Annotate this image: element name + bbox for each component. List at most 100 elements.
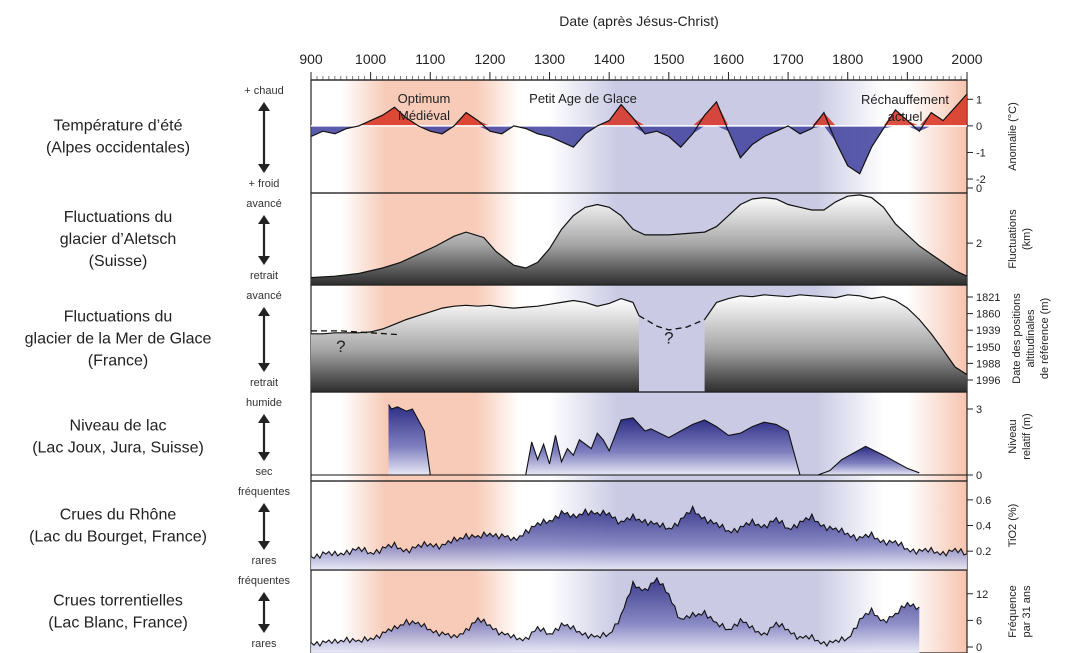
- indicator-top-indicator: + chaud: [244, 85, 283, 97]
- panel-rhone: Crues du Rhône (Lac du Bourget, France) fr…: [29, 480, 1019, 571]
- y-tick-label: 0.4: [976, 521, 991, 533]
- x-tick-label: 2000: [951, 51, 982, 67]
- indicator-top-indicator: fréquentes: [238, 575, 290, 587]
- axis-label: (km): [1021, 228, 1033, 250]
- lake-level-area: [525, 417, 801, 475]
- panel-merdeglace: Fluctuations du glacier de la Mer de Glac…: [25, 284, 1051, 393]
- x-tick-label: 1000: [355, 51, 386, 67]
- aletsch-area: [311, 194, 967, 285]
- y-tick-label: 0: [976, 183, 982, 195]
- panel-label-line: Crues du Rhône: [60, 507, 177, 524]
- indicator-top-indicator: humide: [246, 397, 282, 409]
- indicator-arrow-up: [258, 215, 270, 224]
- uncertain-segment: [311, 330, 401, 336]
- lake-level-area: [388, 404, 431, 475]
- x-tick-label: 1100: [415, 51, 445, 67]
- merdeglace-area: [704, 294, 967, 392]
- y-tick-label: 1860: [976, 309, 1000, 321]
- panel-label-line: Fluctuations du: [64, 309, 173, 326]
- y-tick-label: 0.2: [976, 546, 991, 558]
- period-labels: Optimum Médiéval Petit Age de Glace Réchauf…: [398, 91, 950, 124]
- indicator-arrow-down: [258, 256, 270, 265]
- panel-temperature: Température d’été (Alpes occidentales) + c…: [46, 79, 1019, 194]
- indicator-bottom-indicator: retrait: [250, 377, 278, 389]
- temperature-line: [310, 93, 968, 175]
- x-tick-label: 1400: [594, 51, 625, 67]
- indicator-arrow-down: [258, 624, 270, 633]
- lake-level-line: [525, 417, 801, 476]
- x-axis: 900 1000 1100 1200 1300 1400 1500 1600 1700 1800 1…: [299, 51, 983, 81]
- y-tick-label: -2: [976, 174, 986, 186]
- y-tick-label: 12: [976, 589, 988, 601]
- panel-label-line: glacier d’Aletsch: [60, 231, 177, 248]
- chart-title: Date (après Jésus-Christ): [559, 13, 719, 29]
- y-tick-label: 1821: [976, 292, 1000, 304]
- panel-label-line: (Lac Joux, Jura, Suisse): [32, 440, 204, 457]
- lake-level-area: [817, 446, 920, 475]
- y-tick-label: 1939: [976, 325, 1000, 337]
- lake-level-line: [817, 445, 920, 476]
- y-tick-label: 0.6: [976, 495, 991, 507]
- y-tick-label: 2: [976, 238, 982, 250]
- panel-label-line: Fluctuations du: [64, 209, 173, 226]
- indicator-arrow-up: [258, 102, 270, 111]
- y-tick-label: 1996: [976, 375, 1000, 387]
- panel-label-line: (Suisse): [89, 253, 148, 270]
- indicator-bottom-indicator: sec: [255, 466, 273, 478]
- indicator-arrow-up: [258, 503, 270, 512]
- indicator-arrow-down: [258, 164, 270, 173]
- axis-label: Fréquence: [1007, 585, 1019, 638]
- period-label: Petit Age de Glace: [529, 91, 637, 106]
- merdeglace-line: [704, 294, 968, 376]
- x-tick-label: 1900: [892, 51, 923, 67]
- axis-label: par 31 ans: [1021, 585, 1033, 637]
- period-label: Optimum: [398, 91, 451, 106]
- panel-label-line: (Alpes occidentales): [46, 140, 190, 157]
- panel-label-line: (France): [88, 353, 148, 370]
- uncertain-segment: [638, 315, 705, 331]
- axis-label: relatif (m): [1021, 413, 1033, 459]
- indicator-top-indicator: avancé: [246, 198, 281, 210]
- axis-label: Date des positions: [1011, 293, 1023, 384]
- panel-label-line: (Lac du Bourget, France): [29, 529, 207, 546]
- y-tick-label: 0: [976, 121, 982, 133]
- panel-label-line: Température d’été: [54, 118, 183, 135]
- x-tick-label: 900: [299, 51, 323, 67]
- axis-label: Anomalie (°C): [1007, 102, 1019, 171]
- x-tick-label: 1600: [713, 51, 744, 67]
- indicator-bottom-indicator: rares: [251, 555, 277, 567]
- warm-anomaly-area: [311, 94, 967, 126]
- y-tick-label: 1: [976, 94, 982, 106]
- unknown-marker: ?: [664, 328, 673, 347]
- indicator-top-indicator: fréquentes: [238, 486, 290, 498]
- indicator-arrow-up: [258, 592, 270, 601]
- x-tick-label: 1200: [474, 51, 505, 67]
- aletsch-line: [310, 194, 968, 279]
- indicator-arrow-down: [258, 363, 270, 372]
- y-tick-label: 0: [976, 642, 982, 653]
- panel-label-line: Crues torrentielles: [53, 593, 183, 610]
- panel-label-line: Niveau de lac: [70, 418, 167, 435]
- indicator-bottom-indicator: retrait: [250, 270, 278, 282]
- x-tick-label: 1800: [832, 51, 863, 67]
- x-tick-label: 1500: [653, 51, 684, 67]
- indicator-bottom-indicator: rares: [251, 638, 277, 650]
- rhone-line: [310, 504, 968, 560]
- x-tick-label: 1700: [773, 51, 804, 67]
- y-tick-label: -1: [976, 147, 986, 159]
- y-tick-label: 1988: [976, 358, 1000, 370]
- axis-label: Niveau: [1007, 419, 1019, 453]
- indicator-arrow-down: [258, 541, 270, 550]
- blanc-line: [310, 576, 920, 648]
- rhone-area: [311, 506, 967, 570]
- period-label: actuel: [888, 109, 923, 124]
- unknown-marker: ?: [336, 337, 345, 356]
- indicator-arrow-up: [258, 307, 270, 316]
- panel-aletsch: Fluctuations du glacier d’Aletsch (Suisse)…: [60, 183, 1033, 286]
- indicator-arrow-down: [258, 452, 270, 461]
- period-label: Médiéval: [398, 108, 450, 123]
- indicator-bottom-indicator: + froid: [249, 178, 280, 190]
- panel-blanc: Crues torrentielles (Lac Blanc, France) fr…: [48, 569, 1033, 653]
- axis-label: TiO2 (%): [1007, 504, 1019, 548]
